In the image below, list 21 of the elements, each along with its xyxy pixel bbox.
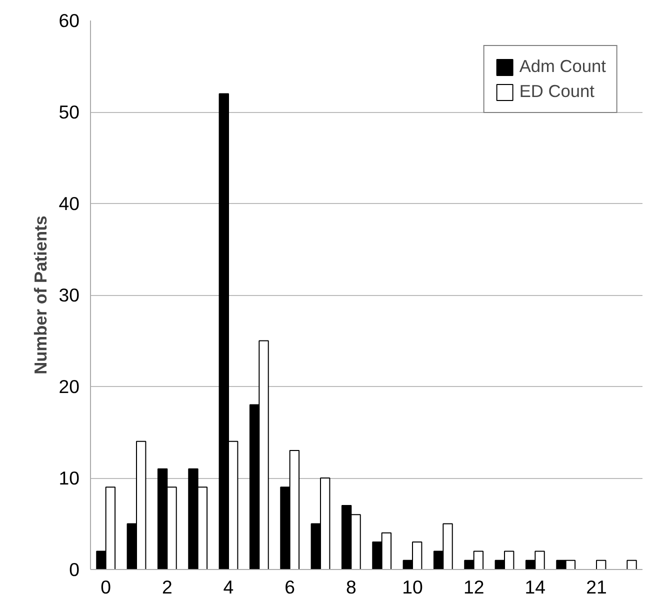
legend-label: Adm Count [519, 56, 606, 77]
legend-label: ED Count [519, 81, 594, 102]
y-tick-label: 40 [58, 193, 80, 214]
y-tick-label: 60 [58, 10, 80, 31]
bar [626, 560, 637, 570]
x-tick-label: 12 [463, 576, 484, 598]
x-tick-label: 21 [586, 576, 607, 598]
bar [596, 560, 606, 570]
x-tick-label: 2 [162, 576, 172, 598]
y-tick-label: 30 [58, 284, 80, 306]
x-tick-label: 4 [223, 576, 234, 598]
y-tick-label: 20 [58, 376, 80, 397]
y-tick-label: 10 [58, 468, 80, 488]
x-tick-label: 14 [524, 576, 546, 598]
y-tick-label: 0 [69, 559, 80, 580]
x-tick-label: 10 [402, 576, 423, 598]
x-tick-label: 0 [100, 576, 112, 598]
x-tick-label: 8 [346, 576, 356, 598]
y-axis-title: Number of Patients [30, 216, 51, 374]
x-tick-label: 6 [284, 576, 296, 598]
y-tick-label: 50 [58, 102, 80, 122]
